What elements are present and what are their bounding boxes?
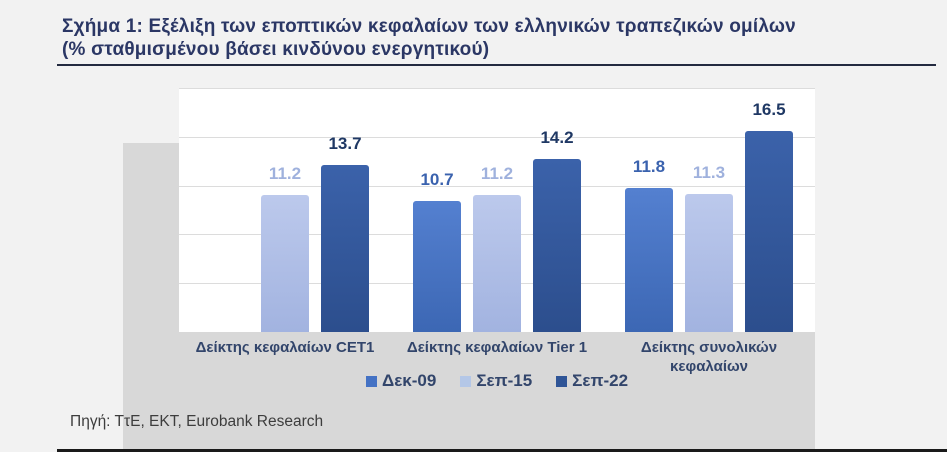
bar-value-label: 13.7 xyxy=(328,133,362,153)
gridline xyxy=(179,185,815,187)
figure-title: Σχήμα 1: Εξέλιξη των εποπτικών κεφαλαίων… xyxy=(62,15,796,61)
category-label: Δείκτης κεφαλαίων Tier 1 xyxy=(406,339,588,356)
chart-bar: 16.5 xyxy=(745,101,793,332)
chart-bar: 11.2 xyxy=(473,165,521,332)
bar-value-label: 11.8 xyxy=(632,157,666,177)
bar-value-label: 11.2 xyxy=(268,164,302,184)
footer-rule xyxy=(57,449,947,452)
legend-label: Σεπ-22 xyxy=(572,371,629,390)
bar-value-label: 11.2 xyxy=(480,164,514,184)
gridline xyxy=(179,136,815,138)
figure-title-line1: Σχήμα 1: Εξέλιξη των εποπτικών κεφαλαίων… xyxy=(62,16,796,37)
legend-item: Σεπ-15 xyxy=(460,371,532,391)
title-underline xyxy=(57,64,936,66)
legend-label: Σεπ-15 xyxy=(476,371,533,390)
chart-plot-area: 11.2 13.7 10.7 11.2 14.2 11.8 11.3 16.5 xyxy=(179,88,815,332)
bar-value-label: 16.5 xyxy=(752,99,786,119)
category-axis: Δείκτης κεφαλαίων CET1 Δείκτης κεφαλαίων … xyxy=(179,338,815,382)
chart-bar: 11.2 xyxy=(261,165,309,332)
legend-item: Σεπ-22 xyxy=(556,371,628,391)
legend-swatch-icon xyxy=(556,375,568,387)
legend-swatch-icon xyxy=(365,375,377,387)
bar-value-label: 10.7 xyxy=(420,170,454,190)
category-label: Δείκτης κεφαλαίων CET1 xyxy=(195,339,375,356)
category-label: Δείκτης συνολικών κεφαλαίων xyxy=(640,339,778,375)
chart-bar: 10.7 xyxy=(413,171,461,332)
gridline xyxy=(179,88,815,89)
legend-swatch-icon xyxy=(460,375,472,387)
bar-value-label: 14.2 xyxy=(540,127,574,147)
chart-bar: 14.2 xyxy=(533,129,581,332)
legend-item: Δεκ-09 xyxy=(365,371,437,391)
chart-bar: 11.8 xyxy=(625,158,673,332)
chart-bar: 11.3 xyxy=(685,164,733,332)
chart-bar: 13.7 xyxy=(321,135,369,332)
source-text: Πηγή: ΤτΕ, ΕΚΤ, Eurobank Research xyxy=(70,413,324,430)
chart-legend: Δεκ-09 Σεπ-15 Σεπ-22 xyxy=(179,371,815,391)
figure-title-line2: (% σταθμισμένου βάσει κινδύνου ενεργητικ… xyxy=(62,39,490,60)
bar-value-label: 11.3 xyxy=(692,163,726,183)
legend-label: Δεκ-09 xyxy=(381,371,437,390)
